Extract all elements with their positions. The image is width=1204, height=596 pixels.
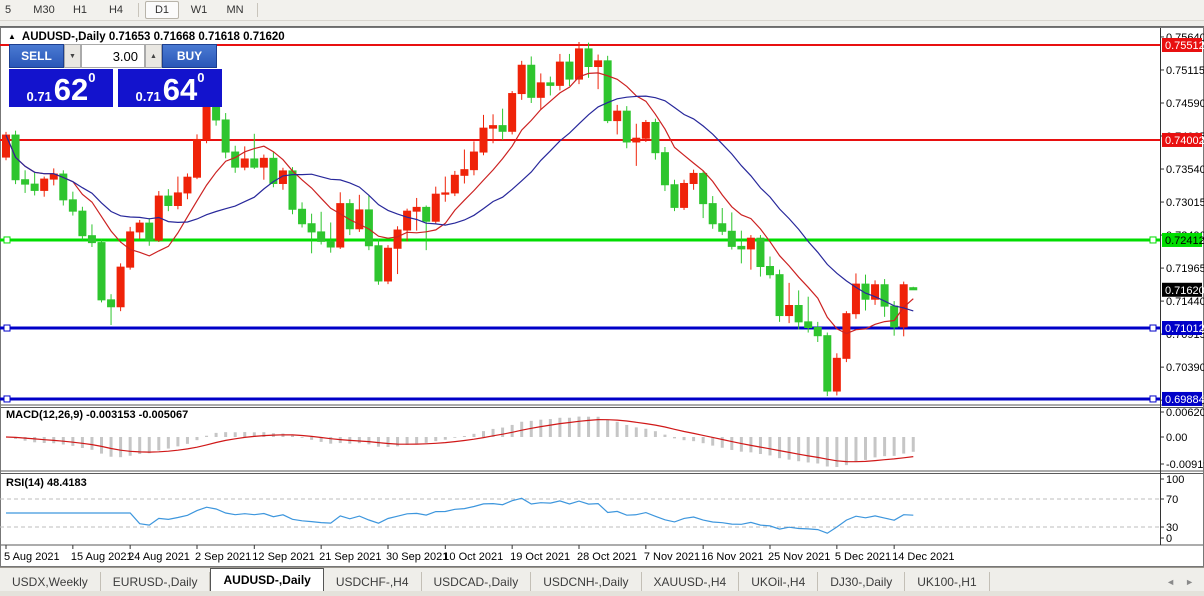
timeframe-toolbar: 5 M30 H1 H4 D1 W1 MN	[0, 0, 1204, 21]
rsi-indicator-label: RSI(14) 48.4183	[6, 477, 87, 489]
tab-scroll-right-icon[interactable]: ►	[1185, 577, 1194, 587]
svg-text:0.72412: 0.72412	[1165, 235, 1204, 247]
svg-text:28 Oct 2021: 28 Oct 2021	[577, 551, 637, 563]
timeframe-button-h1[interactable]: H1	[72, 4, 88, 16]
collapse-triangle-icon[interactable]: ▲	[8, 32, 16, 41]
sell-price-point: 0	[88, 70, 96, 85]
timeframe-button-w1[interactable]: W1	[190, 4, 208, 16]
tab-scroll-arrows: ◄ ►	[1156, 572, 1204, 592]
svg-text:16 Nov 2021: 16 Nov 2021	[701, 551, 763, 563]
buy-price-point: 0	[197, 70, 205, 85]
svg-text:0.71440: 0.71440	[1166, 296, 1204, 308]
svg-text:5 Aug 2021: 5 Aug 2021	[4, 551, 60, 563]
svg-text:0.006201: 0.006201	[1166, 407, 1204, 419]
svg-text:70: 70	[1166, 494, 1178, 506]
tab-usdxweekly[interactable]: USDX,Weekly	[0, 572, 101, 592]
buy-button[interactable]: BUY	[162, 44, 217, 68]
svg-text:0.75115: 0.75115	[1166, 65, 1204, 77]
tab-eurusddaily[interactable]: EURUSD-,Daily	[101, 572, 211, 592]
sell-price-prefix: 0.71	[26, 89, 52, 104]
svg-text:0.73540: 0.73540	[1166, 164, 1204, 176]
tab-audusddaily[interactable]: AUDUSD-,Daily	[210, 568, 324, 592]
buy-price-prefix: 0.71	[135, 89, 161, 104]
svg-text:0: 0	[1166, 533, 1172, 545]
svg-text:0.74002: 0.74002	[1165, 135, 1204, 147]
tab-usdchfh4[interactable]: USDCHF-,H4	[324, 572, 422, 592]
svg-text:0.69884: 0.69884	[1165, 394, 1204, 406]
tab-xauusdh4[interactable]: XAUUSD-,H4	[642, 572, 740, 592]
svg-text:0.71965: 0.71965	[1166, 263, 1204, 275]
svg-text:25 Nov 2021: 25 Nov 2021	[768, 551, 830, 563]
timeframe-button-mn[interactable]: MN	[226, 4, 244, 16]
svg-text:30 Sep 2021: 30 Sep 2021	[386, 551, 448, 563]
svg-text:7 Nov 2021: 7 Nov 2021	[644, 551, 700, 563]
svg-text:15 Aug 2021: 15 Aug 2021	[71, 551, 133, 563]
bottom-strip	[0, 591, 1204, 596]
timeframe-button-h4[interactable]: H4	[108, 4, 124, 16]
tab-scroll-left-icon[interactable]: ◄	[1166, 577, 1176, 587]
timeframe-button-5[interactable]: 5	[4, 4, 12, 16]
svg-text:12 Sep 2021: 12 Sep 2021	[252, 551, 314, 563]
sell-price-pips: 62	[53, 72, 89, 107]
one-click-trade-widget: SELL ▼ 3.00 ▲ BUY 0.71 62 0 0.71 64 0	[9, 44, 223, 107]
svg-text:2 Sep 2021: 2 Sep 2021	[195, 551, 251, 563]
svg-text:100: 100	[1166, 474, 1184, 486]
svg-text:14 Dec 2021: 14 Dec 2021	[892, 551, 954, 563]
svg-text:21 Sep 2021: 21 Sep 2021	[319, 551, 381, 563]
toolbar-separator	[257, 3, 258, 17]
sell-button[interactable]: SELL	[9, 44, 64, 68]
sell-price-display[interactable]: 0.71 62 0	[9, 69, 113, 107]
svg-text:30: 30	[1166, 522, 1178, 534]
buy-price-pips: 64	[162, 72, 198, 107]
volume-input[interactable]: 3.00	[81, 44, 145, 68]
tab-dj30daily[interactable]: DJ30-,Daily	[818, 572, 906, 592]
svg-text:0.71012: 0.71012	[1165, 323, 1204, 335]
macd-indicator-label: MACD(12,26,9) -0.003153 -0.005067	[6, 409, 189, 421]
tab-uk100h1[interactable]: UK100-,H1	[905, 572, 990, 592]
volume-decrease-button[interactable]: ▼	[64, 44, 81, 68]
svg-text:19 Oct 2021: 19 Oct 2021	[510, 551, 570, 563]
tab-usdcnhdaily[interactable]: USDCNH-,Daily	[531, 572, 642, 592]
chart-canvas[interactable]: 0.756400.751150.745900.740650.735400.730…	[0, 27, 1204, 567]
svg-text:0.73015: 0.73015	[1166, 197, 1204, 209]
svg-text:0.70390: 0.70390	[1166, 362, 1204, 374]
chart-title-text: AUDUSD-,Daily 0.71653 0.71668 0.71618 0.…	[21, 31, 285, 43]
svg-text:-0.00919: -0.00919	[1166, 459, 1204, 471]
svg-text:0.71620: 0.71620	[1165, 285, 1204, 297]
timeframe-button-m30[interactable]: M30	[33, 4, 55, 16]
volume-increase-button[interactable]: ▲	[145, 44, 162, 68]
chart-title: ▲ AUDUSD-,Daily 0.71653 0.71668 0.71618 0…	[8, 31, 285, 43]
svg-text:0.00: 0.00	[1166, 432, 1187, 444]
timeframe-button-d1[interactable]: D1	[145, 1, 179, 19]
tab-usdcaddaily[interactable]: USDCAD-,Daily	[422, 572, 532, 592]
buy-price-display[interactable]: 0.71 64 0	[118, 69, 222, 107]
svg-text:5 Dec 2021: 5 Dec 2021	[835, 551, 891, 563]
toolbar-separator	[138, 3, 139, 17]
svg-text:0.75512: 0.75512	[1165, 40, 1204, 52]
svg-text:10 Oct 2021: 10 Oct 2021	[443, 551, 503, 563]
chart-window: 0.756400.751150.745900.740650.735400.730…	[0, 26, 1204, 567]
chart-tab-bar: USDX,Weekly EURUSD-,Daily AUDUSD-,Daily USD…	[0, 567, 1204, 592]
svg-text:0.74590: 0.74590	[1166, 98, 1204, 110]
tab-ukoilh4[interactable]: UKOil-,H4	[739, 572, 819, 592]
svg-text:24 Aug 2021: 24 Aug 2021	[128, 551, 190, 563]
